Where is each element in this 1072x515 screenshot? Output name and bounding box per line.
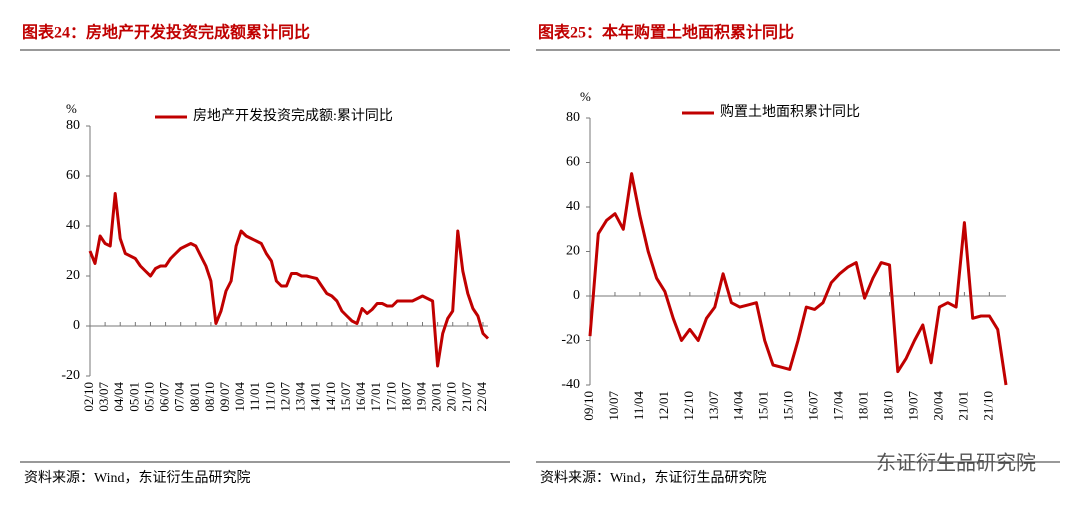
x-tick-label: 12/07	[277, 382, 292, 412]
x-tick-label: 10/04	[232, 382, 247, 412]
x-tick-label: 12/10	[681, 391, 696, 421]
x-tick-label: 11/10	[262, 382, 277, 411]
data-line	[588, 172, 1008, 386]
x-tick-label: 16/04	[353, 382, 368, 412]
x-tick-label: 11/04	[631, 391, 646, 421]
y-tick-label: -40	[561, 377, 580, 392]
x-tick-label: 08/01	[187, 382, 202, 412]
x-tick-label: 09/10	[581, 391, 596, 421]
x-tick-label: 02/10	[81, 382, 96, 412]
x-tick-label: 05/01	[126, 382, 141, 412]
y-tick-label: 0	[573, 288, 580, 303]
data-line	[88, 192, 490, 368]
y-tick-label: 60	[566, 155, 580, 170]
x-tick-label: 21/10	[980, 391, 995, 421]
y-tick-label: -20	[561, 333, 580, 348]
x-tick-label: 10/07	[606, 391, 621, 421]
x-tick-label: 17/01	[368, 382, 383, 412]
x-tick-label: 21/01	[955, 391, 970, 421]
x-tick-label: 17/10	[383, 382, 398, 412]
legend-label: 房地产开发投资完成额:累计同比	[193, 108, 393, 124]
y-tick-label: 20	[66, 268, 80, 283]
watermark: 东证衍生品研究院	[876, 451, 1036, 475]
x-tick-label: 15/10	[781, 391, 796, 421]
y-tick-label: -20	[61, 368, 80, 383]
x-tick-label: 22/04	[474, 382, 489, 412]
x-tick-label: 18/10	[881, 391, 896, 421]
x-tick-label: 19/07	[905, 391, 920, 421]
x-tick-label: 07/04	[172, 382, 187, 412]
x-tick-label: 20/04	[930, 391, 945, 421]
legend-label: 购置土地面积累计同比	[720, 104, 860, 120]
x-tick-label: 14/04	[731, 391, 746, 421]
x-tick-label: 18/07	[398, 382, 413, 412]
x-tick-label: 05/10	[141, 382, 156, 412]
x-tick-label: 08/10	[202, 382, 217, 412]
x-tick-label: 15/07	[338, 382, 353, 412]
source: 资料来源：Wind，东证衍生品研究院	[540, 470, 767, 486]
y-tick-label: 20	[566, 244, 580, 259]
y-tick-label: 40	[66, 218, 80, 233]
chart-title: 图表24：房地产开发投资完成额累计同比	[22, 23, 310, 42]
x-tick-label: 18/01	[856, 391, 871, 421]
x-tick-label: 20/10	[444, 382, 459, 412]
x-tick-label: 16/07	[806, 391, 821, 421]
y-tick-label: 40	[566, 199, 580, 214]
x-tick-label: 15/01	[756, 391, 771, 421]
x-tick-label: 09/07	[217, 382, 232, 412]
x-tick-label: 06/07	[157, 382, 172, 412]
x-tick-label: 12/01	[656, 391, 671, 421]
y-tick-label: 80	[66, 118, 80, 133]
x-tick-label: 03/07	[96, 382, 111, 412]
x-tick-label: 04/04	[111, 382, 126, 412]
y-tick-label: 0	[73, 318, 80, 333]
x-tick-label: 13/04	[293, 382, 308, 412]
x-tick-label: 14/10	[323, 382, 338, 412]
y-unit: %	[580, 89, 591, 104]
chart-title: 图表25：本年购置土地面积累计同比	[538, 23, 794, 42]
x-tick-label: 21/07	[459, 382, 474, 412]
x-tick-label: 17/04	[831, 391, 846, 421]
x-tick-label: 13/07	[706, 391, 721, 421]
x-tick-label: 19/04	[413, 382, 428, 412]
x-tick-label: 14/01	[308, 382, 323, 412]
y-tick-label: 80	[566, 110, 580, 125]
x-tick-label: 11/01	[247, 382, 262, 411]
x-tick-label: 20/01	[429, 382, 444, 412]
source: 资料来源：Wind，东证衍生品研究院	[24, 470, 251, 486]
y-unit: %	[66, 101, 77, 116]
y-tick-label: 60	[66, 168, 80, 183]
